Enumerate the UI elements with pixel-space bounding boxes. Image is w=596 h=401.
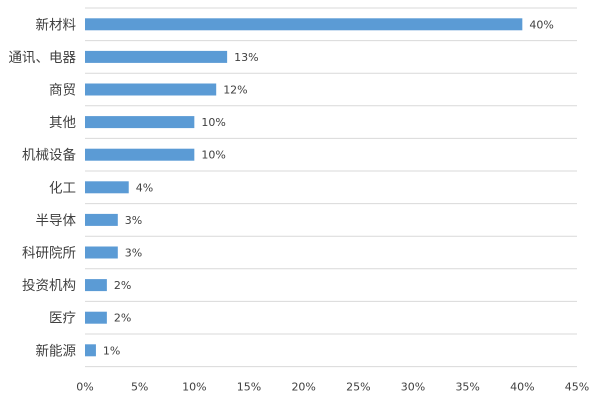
bar	[85, 246, 118, 259]
bar	[85, 116, 195, 129]
data-label: 12%	[223, 84, 247, 97]
data-label: 3%	[125, 214, 142, 227]
x-tick-label: 40%	[510, 381, 534, 394]
x-tick-label: 45%	[565, 381, 589, 394]
bar	[85, 213, 118, 226]
bar	[85, 148, 195, 161]
x-axis-tick-labels: 0% 5% 10% 15% 20% 25% 30% 35% 40% 45%	[76, 381, 589, 394]
data-label: 3%	[125, 247, 142, 260]
category-label: 商贸	[49, 83, 76, 99]
data-label: 2%	[114, 312, 131, 325]
category-label: 新能源	[36, 343, 77, 359]
x-tick-label: 15%	[237, 381, 261, 394]
data-label: 10%	[201, 116, 225, 129]
bar	[85, 311, 107, 324]
category-label: 半导体	[36, 213, 77, 229]
data-label: 4%	[136, 181, 153, 194]
bars	[85, 18, 523, 357]
category-label: 投资机构	[22, 278, 76, 294]
data-label: 1%	[103, 344, 120, 357]
bar	[85, 50, 228, 63]
x-tick-label: 20%	[291, 381, 315, 394]
category-label: 医疗	[49, 311, 76, 327]
category-label: 机械设备	[22, 147, 76, 164]
category-label: 通讯、电器	[9, 50, 77, 66]
data-label: 2%	[114, 279, 131, 292]
bar	[85, 181, 129, 194]
bar	[85, 279, 107, 292]
bar	[85, 18, 523, 31]
category-label: 新材料	[36, 17, 77, 33]
bar	[85, 83, 217, 96]
x-tick-label: 10%	[182, 381, 206, 394]
x-tick-label: 25%	[346, 381, 370, 394]
x-tick-label: 35%	[455, 381, 479, 394]
bar	[85, 344, 96, 357]
data-label: 10%	[201, 149, 225, 162]
category-label: 其他	[49, 115, 76, 131]
data-label: 13%	[234, 51, 258, 64]
data-label: 40%	[529, 18, 553, 31]
category-label: 化工	[49, 180, 76, 196]
gridlines	[85, 7, 577, 368]
category-label: 科研院所	[22, 246, 76, 262]
data-labels: 40% 13% 12% 10% 10% 4% 3% 3% 2% 2% 1%	[103, 18, 554, 357]
x-tick-label: 0%	[76, 381, 93, 394]
x-tick-label: 5%	[131, 381, 148, 394]
x-tick-label: 30%	[401, 381, 425, 394]
